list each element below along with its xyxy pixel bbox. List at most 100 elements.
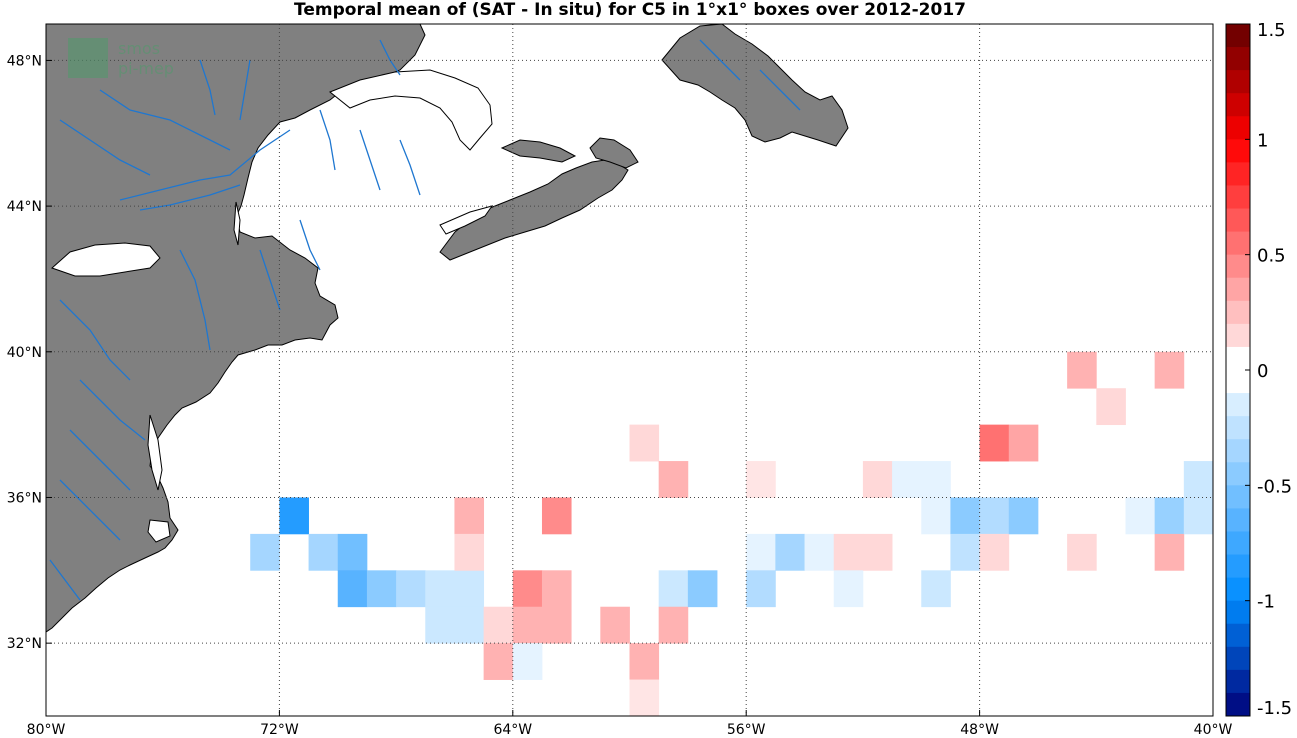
colorbar-ticks: 1.5 1 0.5 0 -0.5 -1 -1.5 xyxy=(1245,20,1292,719)
colorbar-segment xyxy=(1226,554,1250,579)
heatmap-cell xyxy=(366,570,397,608)
lat-tick-label: 32°N xyxy=(7,636,42,652)
colorbar xyxy=(1225,23,1251,717)
heatmap-cell xyxy=(483,606,514,644)
colorbar-segment xyxy=(1226,47,1250,71)
colorbar-segment xyxy=(1226,600,1250,625)
watermark-line-2: pi-mep xyxy=(118,59,174,78)
heatmap-cell xyxy=(979,497,1010,535)
colorbar-segment xyxy=(1226,692,1250,717)
colorbar-segment xyxy=(1226,416,1250,440)
heatmap-cell xyxy=(746,461,776,498)
colorbar-segment xyxy=(1226,508,1250,532)
heatmap-cell xyxy=(629,679,660,716)
heatmap-cell xyxy=(1067,533,1097,571)
colorbar-tick-label: -1 xyxy=(1257,592,1275,613)
colorbar-tick-label: -1.5 xyxy=(1257,698,1292,719)
heatmap-cell xyxy=(1183,497,1213,535)
lat-tick-label: 48°N xyxy=(7,53,42,69)
land-cape-breton xyxy=(589,137,639,169)
heatmap-cells xyxy=(250,351,1213,716)
lon-tick-label: 64°W xyxy=(493,722,532,738)
heatmap-cell xyxy=(541,570,572,608)
lon-tick-label: 72°W xyxy=(260,722,299,738)
graticule xyxy=(46,24,1213,716)
lat-tick-label: 40°N xyxy=(7,345,42,361)
heatmap-cell xyxy=(979,533,1010,571)
land-pei xyxy=(500,139,577,163)
lon-tick-label: 80°W xyxy=(27,722,66,738)
heatmap-cell xyxy=(279,497,309,535)
colorbar-tick-label: 0.5 xyxy=(1257,246,1286,267)
heatmap-cell xyxy=(337,533,368,571)
colorbar-segment xyxy=(1226,24,1250,48)
rivers xyxy=(49,39,801,601)
colorbar-segment xyxy=(1226,162,1250,186)
lon-tick-label: 56°W xyxy=(727,722,766,738)
heatmap-cell xyxy=(629,424,660,462)
heatmap-cell xyxy=(1008,497,1039,535)
heatmap-cell xyxy=(454,497,485,535)
colorbar-segment xyxy=(1226,139,1250,163)
watermark-logo-mark xyxy=(68,38,108,78)
heatmap-cell xyxy=(658,570,689,608)
colorbar-tick-label: 1.5 xyxy=(1257,20,1286,41)
colorbar-segment xyxy=(1226,393,1250,417)
heatmap-cell xyxy=(541,606,572,644)
heatmap-cell xyxy=(833,570,864,608)
heatmap-cell xyxy=(600,606,630,644)
lon-tick-label: 40°W xyxy=(1194,722,1233,738)
colorbar-segment xyxy=(1226,462,1250,486)
heatmap-cell xyxy=(979,424,1010,462)
colorbar-segment xyxy=(1226,531,1250,556)
colorbar-segment xyxy=(1226,346,1250,371)
heatmap-cell xyxy=(950,533,980,571)
heatmap-cell xyxy=(1008,424,1039,462)
heatmap-cell xyxy=(921,497,951,535)
heatmap-cell xyxy=(658,461,689,498)
colorbar-tick-label: 0 xyxy=(1257,361,1268,382)
heatmap-cell xyxy=(1154,351,1185,389)
heatmap-cell xyxy=(1154,497,1185,535)
lon-tick-label: 48°W xyxy=(960,722,999,738)
colorbar-segment xyxy=(1226,623,1250,648)
bay-of-fundy xyxy=(439,205,494,235)
heatmap-cell xyxy=(454,570,485,608)
lat-tick-label: 36°N xyxy=(7,490,42,506)
great-lake-ontario xyxy=(51,242,161,277)
heatmap-cell xyxy=(1096,388,1126,426)
heatmap-cell xyxy=(775,533,805,571)
colorbar-segment xyxy=(1226,185,1250,210)
heatmap-cell xyxy=(454,533,485,571)
heatmap-cell xyxy=(950,497,980,535)
colorbar-segment xyxy=(1226,277,1250,302)
heatmap-cell xyxy=(337,570,368,608)
heatmap-cell xyxy=(892,461,922,498)
heatmap-cell xyxy=(804,533,835,571)
land-newfoundland xyxy=(661,24,849,147)
longitude-axis: 80°W 72°W 64°W 56°W 48°W 40°W xyxy=(27,710,1233,738)
plot-frame xyxy=(45,23,1214,717)
colorbar-segment xyxy=(1226,231,1250,256)
heatmap-cell xyxy=(425,606,455,644)
colorbar-segment xyxy=(1226,208,1250,233)
colorbar-segment xyxy=(1226,485,1250,509)
colorbar-segment xyxy=(1226,439,1250,463)
heatmap-cell xyxy=(396,570,426,608)
colorbar-segment xyxy=(1226,93,1250,117)
colorbar-segment xyxy=(1226,646,1250,671)
colorbar-segment xyxy=(1226,370,1250,394)
colorbar-segment xyxy=(1226,669,1250,694)
land-layer xyxy=(46,24,849,633)
heatmap-cell xyxy=(746,533,776,571)
heatmap-cell xyxy=(687,570,718,608)
colorbar-tick-label: -0.5 xyxy=(1257,476,1292,497)
colorbar-segment xyxy=(1226,254,1250,279)
colorbar-segment xyxy=(1226,300,1250,325)
colorbar-segment xyxy=(1226,70,1250,94)
watermark-line-1: smos xyxy=(118,39,160,58)
heatmap-cell xyxy=(862,461,893,498)
heatmap-cell xyxy=(308,533,339,571)
latitude-axis: 48°N 44°N 40°N 36°N 32°N xyxy=(7,53,52,652)
